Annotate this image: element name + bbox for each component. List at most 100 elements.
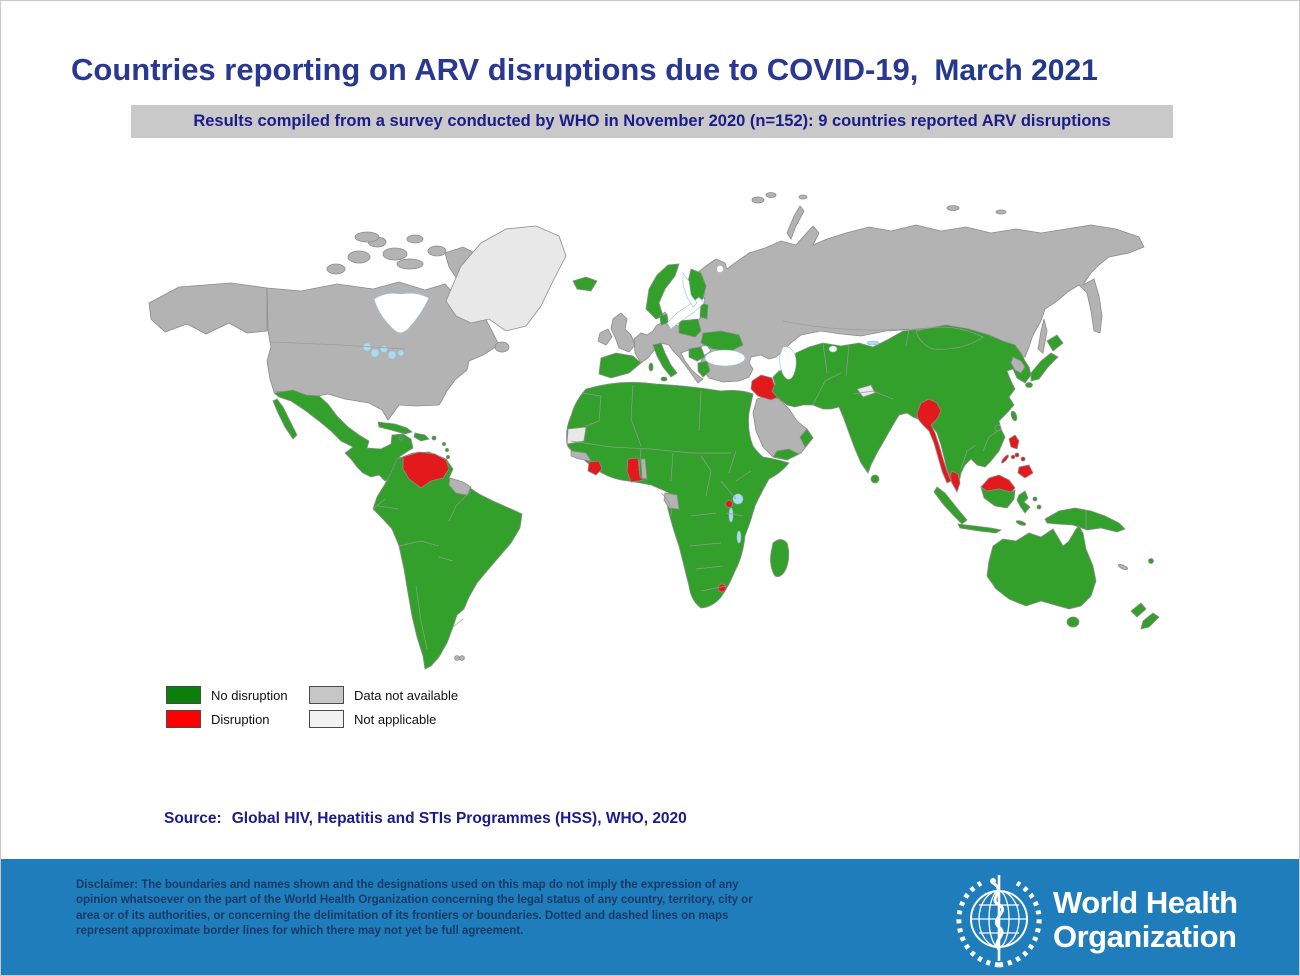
lake-malawi bbox=[736, 530, 742, 544]
who-wordmark-line1: World Health bbox=[1053, 885, 1238, 920]
asia bbox=[771, 318, 1126, 534]
legend-row: No disruption Data not available bbox=[166, 683, 586, 707]
map-legend: No disruption Data not available Disrupt… bbox=[166, 683, 586, 731]
serpent-head bbox=[990, 878, 996, 884]
gulf-of-bothnia bbox=[682, 272, 698, 308]
legend-item-disruption: Disruption bbox=[166, 710, 309, 728]
source-prefix: Source: bbox=[164, 810, 222, 827]
region-oman bbox=[799, 428, 814, 448]
region-madagascar bbox=[770, 539, 790, 578]
region-taiwan bbox=[1010, 410, 1018, 422]
region-hispaniola bbox=[413, 432, 430, 442]
region-australia bbox=[986, 525, 1097, 610]
black-sea bbox=[704, 349, 746, 367]
region-gabon bbox=[663, 492, 680, 510]
region-novaya-zemlya bbox=[786, 205, 805, 240]
region-malaysia-peninsula bbox=[949, 470, 961, 493]
region-fiji bbox=[1148, 558, 1154, 564]
legend-swatch-disruption bbox=[166, 710, 201, 728]
legend-item-no-data: Data not available bbox=[309, 686, 458, 704]
region-poland bbox=[678, 318, 702, 338]
region-japan bbox=[1025, 334, 1064, 388]
lake-victoria bbox=[732, 493, 744, 505]
region-sakhalin bbox=[1037, 318, 1048, 354]
laurel-right bbox=[998, 880, 1042, 968]
asclepius-serpent bbox=[991, 881, 1005, 951]
page-title: Countries reporting on ARV disruptions d… bbox=[71, 52, 1098, 88]
region-western-sahara bbox=[566, 426, 587, 445]
region-sardinia bbox=[648, 362, 654, 372]
region-italy bbox=[652, 342, 678, 378]
region-guinea bbox=[570, 450, 592, 462]
region-new-guinea bbox=[1044, 507, 1126, 533]
africa-group bbox=[566, 381, 790, 609]
region-greece bbox=[697, 360, 711, 378]
region-caribbean-islands bbox=[398, 435, 450, 459]
region-falkland-islands bbox=[454, 655, 465, 661]
region-denmark bbox=[659, 313, 669, 326]
legend-item-no-disruption: No disruption bbox=[166, 686, 309, 704]
legend-swatch-no-disruption bbox=[166, 686, 201, 704]
legend-item-not-applicable: Not applicable bbox=[309, 710, 436, 728]
caspian-sea bbox=[779, 346, 797, 380]
laurel-left bbox=[956, 880, 1000, 968]
who-wordmark-line2: Organization bbox=[1053, 919, 1236, 954]
legend-label-no-data: Data not available bbox=[354, 687, 459, 703]
region-java bbox=[957, 523, 1003, 534]
title-main: Countries reporting on ARV disruptions d… bbox=[71, 51, 919, 87]
region-spain-portugal bbox=[598, 352, 642, 379]
region-south-america bbox=[372, 451, 523, 670]
region-ireland bbox=[597, 328, 613, 346]
region-yemen bbox=[772, 448, 800, 461]
lake-tanganyika bbox=[728, 507, 734, 523]
legend-label-disruption: Disruption bbox=[211, 711, 270, 727]
region-hainan bbox=[994, 424, 1002, 432]
region-new-caledonia bbox=[1118, 563, 1128, 571]
region-new-zealand bbox=[1130, 602, 1160, 630]
legend-row: Disruption Not applicable bbox=[166, 707, 586, 731]
results-banner: Results compiled from a survey conducted… bbox=[131, 105, 1173, 138]
region-greenland bbox=[445, 225, 567, 332]
region-myanmar bbox=[916, 398, 952, 484]
source-text: Global HIV, Hepatitis and STIs Programme… bbox=[231, 810, 687, 827]
region-cuba bbox=[377, 421, 413, 435]
aral-sea bbox=[828, 345, 838, 353]
region-sulawesi bbox=[1016, 490, 1031, 514]
region-ghana bbox=[626, 457, 646, 483]
white-sea bbox=[716, 265, 724, 273]
country-borders bbox=[269, 320, 1087, 650]
region-baja-california bbox=[272, 398, 298, 440]
legend-swatch-not-applicable bbox=[309, 710, 344, 728]
region-baltic-states bbox=[699, 302, 709, 320]
lake-balkhash bbox=[866, 340, 880, 346]
region-sumatra bbox=[933, 486, 968, 525]
region-lesotho bbox=[717, 583, 727, 593]
results-banner-text: Results compiled from a survey conducted… bbox=[193, 112, 1111, 130]
region-venezuela bbox=[402, 451, 450, 489]
region-tasmania bbox=[1066, 616, 1080, 628]
region-newfoundland bbox=[494, 341, 510, 353]
region-burundi bbox=[725, 500, 733, 508]
water-bodies bbox=[362, 265, 880, 544]
region-borneo-south bbox=[980, 486, 1016, 509]
region-arabian-peninsula bbox=[752, 394, 814, 461]
region-sri-lanka bbox=[870, 474, 880, 484]
eurasia bbox=[572, 192, 1145, 461]
oceania bbox=[986, 525, 1160, 630]
region-alaska bbox=[148, 282, 268, 335]
legend-swatch-no-data bbox=[309, 686, 344, 704]
region-sierra-leone bbox=[587, 460, 603, 476]
region-kashmir bbox=[856, 384, 876, 398]
region-svalbard bbox=[751, 192, 1007, 215]
legend-label-no-disruption: No disruption bbox=[211, 687, 288, 703]
who-logo: World Health Organization bbox=[956, 875, 1238, 968]
region-ukraine bbox=[700, 330, 744, 352]
region-balkans bbox=[688, 346, 706, 362]
latin-america bbox=[272, 389, 523, 670]
region-togo bbox=[640, 458, 648, 480]
region-philippines bbox=[1001, 434, 1034, 479]
footer-bar: Disclaimer: The boundaries and names sho… bbox=[1, 859, 1299, 975]
region-united-kingdom bbox=[610, 312, 636, 353]
